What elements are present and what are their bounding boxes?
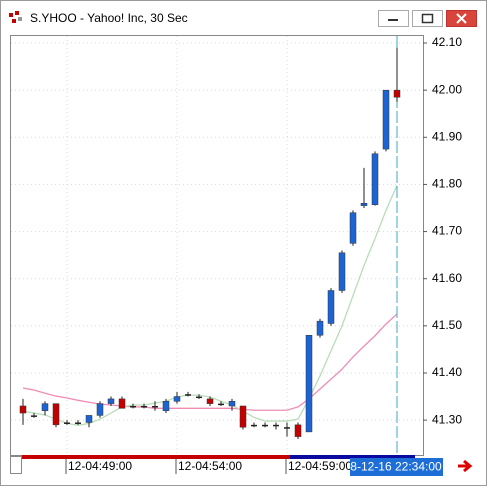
- candle-body: [327, 290, 335, 324]
- candle-body: [64, 422, 70, 424]
- candle-body: [130, 405, 136, 408]
- candle-body: [118, 398, 126, 409]
- y-tick-label: 41.40: [432, 365, 462, 379]
- candle-body: [349, 212, 357, 244]
- candle-body: [162, 401, 170, 411]
- x-tick-label: 12-04:49:00: [68, 459, 132, 473]
- candle-body: [239, 405, 247, 428]
- candle-body: [185, 394, 191, 396]
- candle-body: [107, 398, 115, 404]
- candle-body: [141, 405, 147, 408]
- close-button[interactable]: [446, 10, 477, 27]
- scroll-checkbox[interactable]: [10, 456, 22, 474]
- candle-body: [41, 403, 49, 411]
- y-tick-label: 42.10: [432, 35, 462, 49]
- candle-body: [262, 424, 268, 427]
- minimize-button[interactable]: [378, 10, 409, 27]
- candle-body: [382, 89, 390, 150]
- moving-average: [22, 313, 398, 411]
- candle-body: [294, 424, 302, 437]
- candle-body: [360, 203, 368, 206]
- candle-body: [251, 424, 257, 427]
- candle-body: [85, 415, 93, 423]
- plot-area: [10, 35, 424, 456]
- candle-body: [173, 396, 181, 402]
- y-tick-label: 41.80: [432, 177, 462, 191]
- candle-body: [75, 422, 81, 424]
- candle-body: [316, 320, 324, 336]
- cursor-label-box: [350, 458, 443, 476]
- y-tick-label: 41.30: [432, 412, 462, 426]
- candle-body: [228, 401, 236, 407]
- cursor-label: 8-12-16 22:34:00: [350, 460, 442, 474]
- y-tick-label: 42.00: [432, 82, 462, 96]
- app-icon: [9, 11, 22, 23]
- maximize-button[interactable]: [412, 10, 443, 27]
- candle-body: [31, 415, 37, 417]
- x-tick-label: 12-04:59:00: [288, 459, 352, 473]
- candle-body: [371, 153, 379, 205]
- y-tick-label: 41.60: [432, 271, 462, 285]
- candle-body: [273, 424, 279, 427]
- candle-body: [206, 398, 214, 404]
- candle-body: [96, 403, 104, 416]
- candle-body: [19, 405, 27, 414]
- candle-body: [218, 403, 224, 406]
- y-tick-label: 41.70: [432, 224, 462, 238]
- y-tick-label: 41.50: [432, 318, 462, 332]
- window-title: S.YHOO - Yahoo! Inc, 30 Sec: [30, 11, 188, 25]
- x-tick-label: 12-04:54:00: [178, 459, 242, 473]
- y-tick-label: 41.90: [432, 129, 462, 143]
- scroll-arrow[interactable]: [458, 459, 473, 473]
- scrollbar-track: [22, 455, 290, 459]
- candle-body: [196, 396, 202, 399]
- scrollbar-thumb[interactable]: [290, 455, 415, 459]
- candle-body: [52, 403, 60, 426]
- candle-body: [152, 405, 158, 408]
- candle-body: [305, 335, 313, 433]
- candle-body: [284, 427, 290, 429]
- candle-body: [338, 252, 346, 291]
- candle-body: [393, 89, 401, 98]
